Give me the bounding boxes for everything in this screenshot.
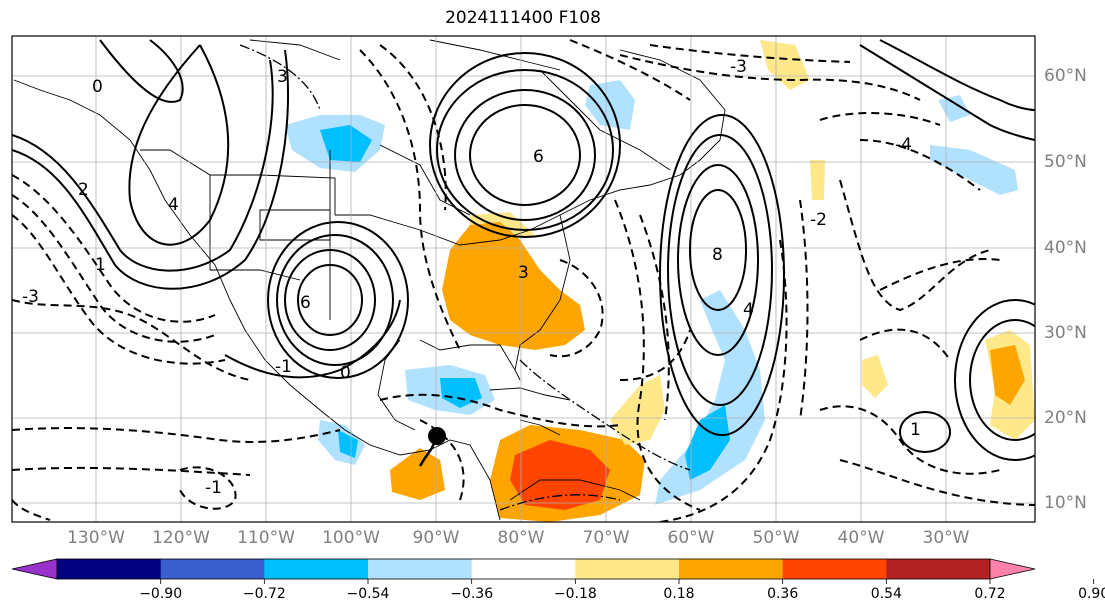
shade-blue-atlantic bbox=[685, 405, 730, 480]
map-title: 2024111400 F108 bbox=[445, 8, 601, 28]
colorbar-cell bbox=[471, 559, 576, 579]
solid-contours bbox=[12, 39, 1035, 461]
longitude-label: 50°W bbox=[752, 528, 800, 548]
contour-label: -1 bbox=[205, 478, 222, 498]
contour-label: 0 bbox=[92, 77, 103, 97]
latitude-label: 30°N bbox=[1044, 323, 1087, 343]
colorbar-tick-label: −0.18 bbox=[553, 586, 597, 602]
shade-yellow-southeast bbox=[470, 212, 535, 238]
contour-label: 0 bbox=[340, 363, 351, 383]
longitude-label: 60°W bbox=[667, 528, 715, 548]
longitude-label: 80°W bbox=[497, 528, 545, 548]
contour-label: 1 bbox=[95, 255, 106, 275]
colorbar-extend-low bbox=[11, 558, 58, 580]
colorbar-tick-label: 0.54 bbox=[870, 586, 902, 602]
shade-orange-east bbox=[990, 345, 1025, 405]
shade-orange-southeast bbox=[442, 220, 585, 350]
colorbar-cell bbox=[575, 559, 680, 579]
longitude-label: 130°W bbox=[67, 528, 125, 548]
colorbar-tick-label: −0.54 bbox=[346, 586, 390, 602]
longitude-label: 90°W bbox=[412, 528, 460, 548]
latitude-label: 60°N bbox=[1044, 66, 1087, 86]
map-field: 0 3 2 4 1 -3 6 -1 -4 8 6 3 -2 4 -1 0 -3 … bbox=[12, 36, 1035, 522]
contour-label: 4 bbox=[168, 195, 179, 215]
colorbar-tick-label: 0.36 bbox=[767, 586, 799, 602]
latitude-label: 10°N bbox=[1044, 493, 1087, 513]
contour-label: 3 bbox=[277, 67, 288, 87]
contour-label: 1 bbox=[910, 420, 921, 440]
zero-contours bbox=[239, 44, 691, 511]
colorbar-cell bbox=[57, 559, 162, 579]
contour-label: -4 bbox=[895, 135, 912, 155]
longitude-label: 70°W bbox=[582, 528, 630, 548]
contour-label: 6 bbox=[300, 293, 311, 313]
graticule bbox=[12, 36, 1035, 522]
colorbar bbox=[11, 558, 1095, 584]
colorbar-tick-label: −0.90 bbox=[139, 586, 183, 602]
contour-label: 8 bbox=[712, 245, 723, 265]
latitude-label: 50°N bbox=[1044, 152, 1087, 172]
shade-orange-centralamerica bbox=[390, 448, 445, 500]
colorbar-cell bbox=[368, 559, 473, 579]
latitude-label: 20°N bbox=[1044, 408, 1087, 428]
longitude-label: 100°W bbox=[322, 528, 380, 548]
contour-label: -1 bbox=[275, 357, 292, 377]
contour-label: -3 bbox=[730, 57, 747, 77]
shade-yellow-north bbox=[760, 40, 810, 90]
longitude-label: 110°W bbox=[237, 528, 295, 548]
colorbar-tick-label: 0.72 bbox=[974, 586, 1006, 602]
longitude-label: 40°W bbox=[837, 528, 885, 548]
contour-label: -2 bbox=[810, 210, 827, 230]
shading bbox=[285, 40, 1035, 522]
dashed-contours bbox=[12, 39, 1035, 522]
map-frame bbox=[11, 35, 1036, 523]
colorbar-extend-high bbox=[989, 558, 1036, 580]
colorbar-cell bbox=[160, 559, 265, 579]
colorbar-cell bbox=[782, 559, 887, 579]
colorbar-tick-label: −0.36 bbox=[450, 586, 494, 602]
contour-label: 2 bbox=[78, 180, 89, 200]
shade-yellow-mid bbox=[810, 160, 825, 200]
shade-blue-westcanada bbox=[320, 125, 372, 162]
contour-label: 3 bbox=[518, 263, 529, 283]
colorbar-cell bbox=[886, 559, 991, 579]
colorbar-tick-label: −0.72 bbox=[242, 586, 286, 602]
colorbar-cell bbox=[264, 559, 369, 579]
shade-blue-mexico bbox=[338, 430, 358, 458]
colorbar-cell bbox=[679, 559, 784, 579]
longitude-label: 120°W bbox=[152, 528, 210, 548]
shade-red-caribbean bbox=[510, 440, 610, 510]
storm-track bbox=[418, 435, 439, 467]
latitude-label: 40°N bbox=[1044, 238, 1087, 258]
contour-label: 6 bbox=[533, 147, 544, 167]
longitude-label: 30°W bbox=[922, 528, 970, 548]
coastlines bbox=[13, 39, 726, 521]
shade-lightblue-ne bbox=[930, 145, 1018, 195]
colorbar-tick-label: 0.90 bbox=[1078, 586, 1105, 602]
colorbar-tick-label: 0.18 bbox=[663, 586, 695, 602]
contour-label: 4 bbox=[743, 300, 754, 320]
contour-labels: 0 3 2 4 1 -3 6 -1 -4 8 6 3 -2 4 -1 0 -3 … bbox=[22, 57, 921, 498]
shade-lightblue-nw bbox=[938, 95, 970, 122]
shade-yellow-small bbox=[862, 355, 888, 398]
contour-label: -3 bbox=[22, 287, 39, 307]
